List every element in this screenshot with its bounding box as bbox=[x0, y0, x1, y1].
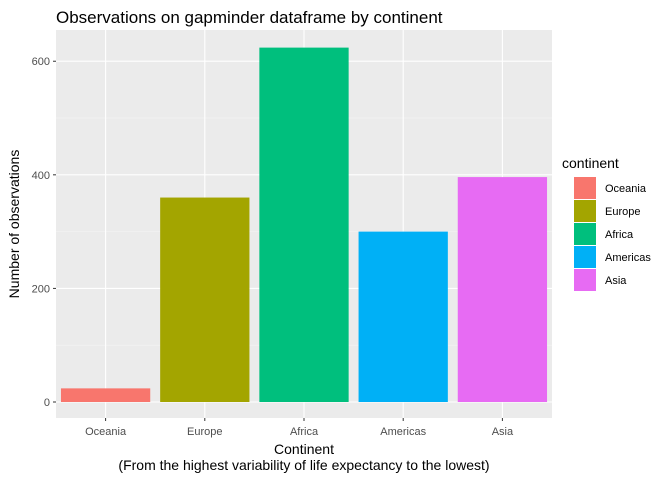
legend-key-africa bbox=[574, 223, 596, 245]
x-axis-ticks: Oceania Europe Africa Americas Asia bbox=[85, 418, 514, 438]
bar-americas bbox=[358, 231, 448, 402]
bar-africa bbox=[259, 47, 349, 402]
legend-key-asia bbox=[574, 269, 596, 291]
legend-label-oceania: Oceania bbox=[605, 183, 647, 195]
bars bbox=[60, 47, 548, 402]
bar-europe bbox=[160, 197, 250, 402]
legend-label-asia: Asia bbox=[605, 275, 627, 287]
y-tick-label: 0 bbox=[44, 397, 50, 409]
x-tick-label: Americas bbox=[380, 426, 426, 438]
bar-oceania bbox=[60, 388, 151, 402]
bar-asia bbox=[457, 177, 548, 402]
x-tick-label: Oceania bbox=[85, 426, 127, 438]
legend-title: continent bbox=[562, 155, 619, 171]
y-axis-label: Number of observations bbox=[6, 150, 22, 299]
y-tick-label: 600 bbox=[32, 56, 50, 68]
legend-label-europe: Europe bbox=[605, 206, 640, 218]
y-axis-ticks: 0 200 400 600 bbox=[32, 56, 56, 409]
legend-key-americas bbox=[574, 246, 596, 268]
legend: continent Oceania Europe Africa Americas Asi… bbox=[562, 155, 651, 291]
legend-key-europe bbox=[574, 200, 596, 222]
x-tick-label: Africa bbox=[290, 426, 319, 438]
x-tick-label: Europe bbox=[187, 426, 222, 438]
y-tick-label: 400 bbox=[32, 170, 50, 182]
chart-title: Observations on gapminder dataframe by c… bbox=[56, 8, 443, 27]
x-tick-label: Asia bbox=[492, 426, 514, 438]
x-axis-label: Continent bbox=[274, 441, 334, 457]
x-axis-subtitle: (From the highest variability of life ex… bbox=[118, 457, 489, 473]
legend-key-oceania bbox=[574, 177, 596, 199]
y-tick-label: 200 bbox=[32, 283, 50, 295]
legend-label-africa: Africa bbox=[605, 229, 634, 241]
legend-label-americas: Americas bbox=[605, 252, 651, 264]
